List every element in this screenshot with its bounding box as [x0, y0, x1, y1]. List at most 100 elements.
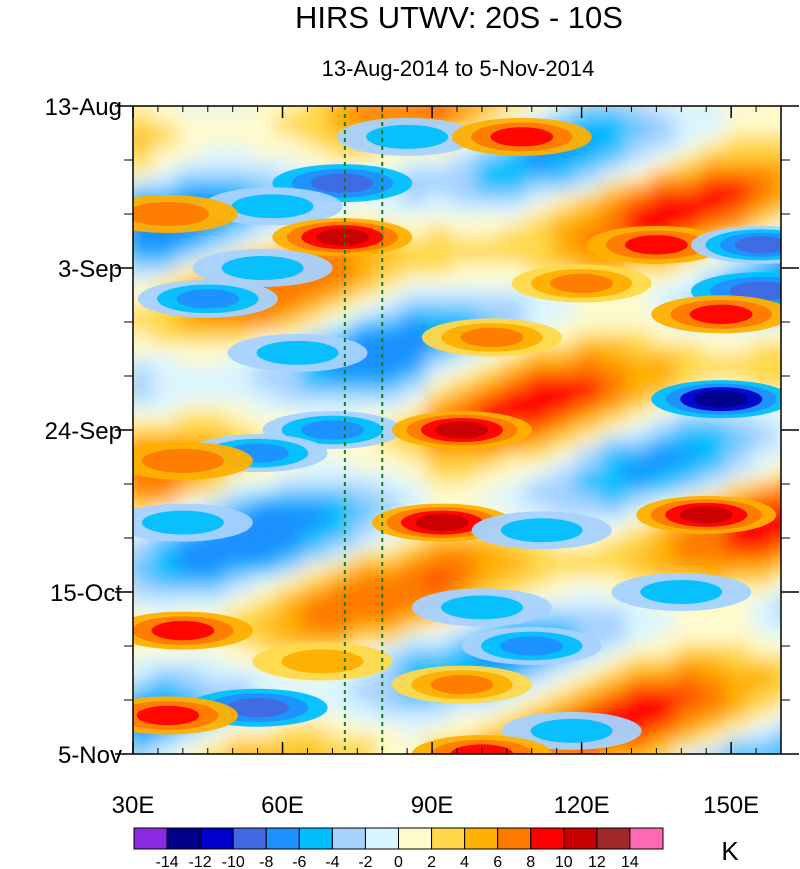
field-cell — [226, 106, 253, 116]
colorbar-box — [464, 827, 499, 850]
field-cell — [775, 736, 781, 753]
anomaly-contour — [256, 340, 339, 365]
colorbar-box — [398, 827, 433, 850]
field-cell — [251, 106, 278, 116]
field-cell — [775, 701, 781, 718]
reference-lines — [343, 106, 384, 754]
y-tick-label: 13-Aug — [45, 94, 122, 121]
anomaly-contour — [550, 273, 613, 294]
field-cell — [675, 106, 702, 116]
anomaly-contour — [141, 448, 224, 473]
field-cell — [550, 748, 577, 754]
field-cell — [775, 377, 781, 394]
colorbar-label: 14 — [621, 854, 639, 869]
y-tick-label: 24-Sep — [45, 418, 122, 445]
colorbar-box — [563, 827, 598, 850]
colorbar-box — [199, 827, 234, 850]
anomaly-contour — [151, 620, 215, 641]
field-cell — [775, 319, 781, 336]
field-cell — [775, 215, 781, 232]
field-cell — [151, 106, 178, 116]
field-cell — [151, 748, 178, 754]
colorbar-box — [530, 827, 565, 850]
field-cell — [301, 106, 328, 116]
field-cell — [201, 106, 228, 116]
field-cell — [775, 643, 781, 660]
field-cell — [775, 181, 781, 197]
field-cell — [775, 655, 781, 672]
colorbar-label: 0 — [394, 854, 403, 869]
field-cell — [133, 748, 153, 754]
colorbar-box — [364, 827, 399, 850]
field-cell — [775, 435, 781, 452]
chart-subtitle: 13-Aug-2014 to 5-Nov-2014 — [321, 56, 595, 81]
colorbar-box — [298, 827, 333, 850]
field-cell — [775, 620, 781, 637]
colorbar-label: -2 — [358, 854, 372, 869]
chart-title: HIRS UTWV: 20S - 10S — [295, 0, 623, 35]
field-cell — [775, 111, 781, 128]
field-cell — [775, 562, 781, 579]
field-cell — [401, 106, 428, 116]
field-cell — [525, 106, 552, 116]
field-cell — [775, 597, 781, 614]
field-cell — [276, 106, 303, 116]
field-cell — [426, 106, 453, 116]
field-cell — [775, 262, 781, 278]
field-cell — [775, 586, 781, 602]
colorbar-box — [133, 827, 168, 850]
field-cell — [775, 632, 781, 649]
colorbar-label: 8 — [526, 854, 535, 869]
field-cell — [775, 157, 781, 174]
field-cell — [725, 106, 752, 116]
field-cell — [575, 106, 602, 116]
colorbar-box — [497, 827, 532, 850]
field-cell — [775, 123, 781, 140]
field-cell — [351, 106, 378, 116]
field-cell — [475, 106, 502, 116]
field-cell — [276, 748, 303, 754]
colorbar-label: 4 — [460, 854, 469, 869]
anomaly-contour — [231, 194, 314, 219]
field-cell — [550, 106, 577, 116]
field-cell — [775, 713, 781, 730]
field-cell — [775, 366, 781, 383]
anomaly-contour — [301, 420, 364, 440]
colorbar-label: 12 — [588, 854, 606, 869]
field-cell — [600, 748, 627, 754]
colorbar-label: -14 — [156, 854, 179, 869]
anomaly-contour — [141, 510, 224, 535]
field-cell — [700, 748, 727, 754]
field-cell — [775, 505, 781, 521]
anomaly-contour — [226, 698, 289, 718]
field-cell — [176, 106, 203, 116]
anomaly-contour — [500, 518, 583, 543]
field-cell — [775, 539, 781, 556]
anomaly-contour — [729, 281, 781, 301]
field-cell — [133, 106, 153, 116]
anomaly-contour — [625, 235, 688, 255]
field-cell — [775, 481, 781, 498]
field-cell — [775, 609, 781, 626]
field-cell — [451, 106, 477, 116]
y-tick-label: 5-Nov — [58, 742, 122, 769]
anomaly-contour — [640, 580, 723, 604]
anomaly-contour — [530, 718, 613, 743]
colorbar-box — [232, 827, 267, 850]
field-cell — [326, 106, 353, 116]
y-tick-label: 3-Sep — [58, 256, 122, 283]
field-cell — [600, 106, 627, 116]
field-cell — [775, 470, 781, 487]
anomaly-contour — [133, 202, 209, 226]
field-cell — [575, 748, 602, 754]
anomaly-contour — [366, 124, 449, 149]
x-tick-label: 150E — [703, 792, 759, 819]
field-cell — [326, 748, 353, 754]
field-cell — [376, 106, 403, 116]
anomaly-contour — [460, 327, 524, 348]
anomaly-contour — [689, 304, 753, 324]
field-cell — [750, 748, 777, 754]
field-cell — [775, 493, 781, 510]
anomaly-contour — [176, 289, 240, 309]
